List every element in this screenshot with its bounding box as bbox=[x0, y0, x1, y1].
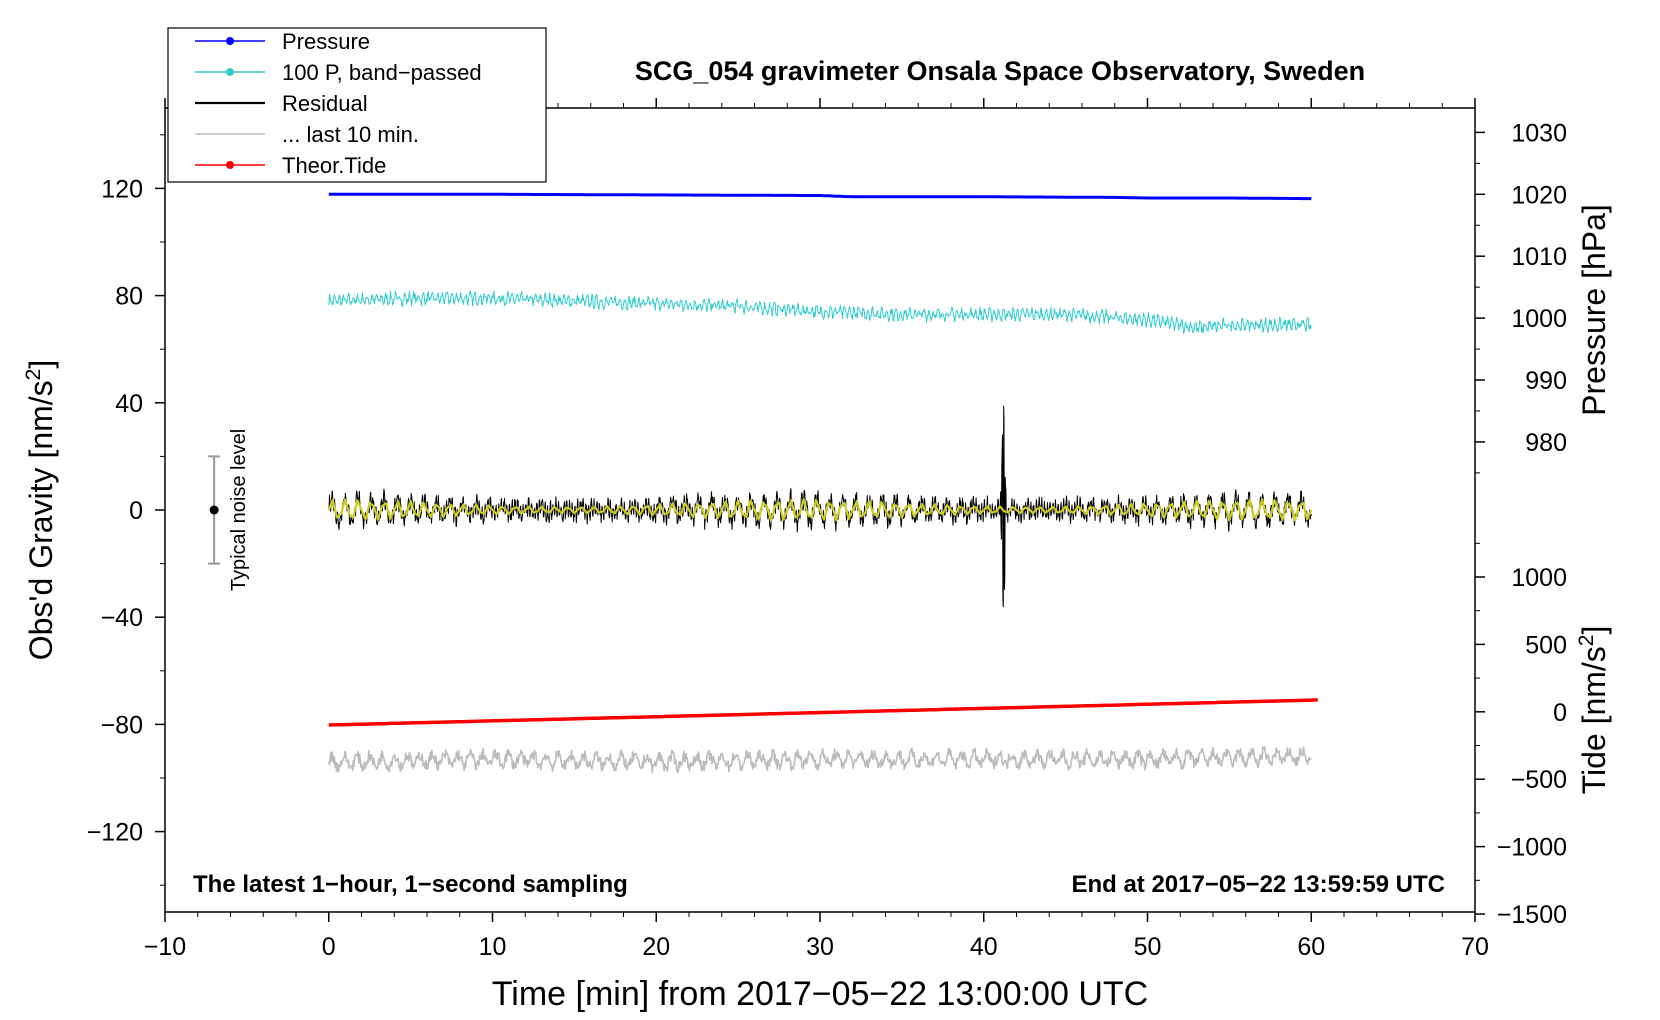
series-line-last-10-min bbox=[328, 745, 1312, 774]
y-tick-label-left: −80 bbox=[101, 711, 143, 739]
chart-title: SCG_054 gravimeter Onsala Space Observat… bbox=[635, 56, 1365, 86]
pressure-tick-label: 1030 bbox=[1511, 119, 1567, 147]
x-tick-label: 0 bbox=[322, 933, 336, 961]
x-tick-label: 70 bbox=[1461, 933, 1489, 961]
axes-layer: −10 0 10 20 30 40 50 60 7012080400−40−80−1201030… bbox=[87, 98, 1567, 961]
series-line-residual-smoothed bbox=[327, 498, 1313, 522]
pressure-tick-label: 1000 bbox=[1511, 305, 1567, 333]
legend-label: Theor.Tide bbox=[282, 153, 386, 178]
series-layer bbox=[327, 192, 1318, 774]
legend-marker bbox=[226, 161, 234, 169]
noise-level-label: Typical noise level bbox=[228, 429, 250, 591]
y-tick-label-left: 40 bbox=[115, 390, 143, 418]
y-axis-label-pressure: Pressure [hPa] bbox=[1576, 204, 1612, 416]
y-tick-label-left: −120 bbox=[87, 819, 143, 847]
legend-marker bbox=[226, 37, 234, 45]
legend-label: 100 P, band−passed bbox=[282, 60, 482, 85]
y-tick-label-left: 80 bbox=[115, 283, 143, 311]
x-tick-label: 60 bbox=[1297, 933, 1325, 961]
y-axis-label-tide: Tide [nm/s2] bbox=[1575, 626, 1612, 795]
y-axis-label-tide-close: ] bbox=[1576, 626, 1612, 635]
tide-tick-label: −1500 bbox=[1497, 901, 1567, 929]
pressure-tick-label: 990 bbox=[1525, 367, 1567, 395]
y-axis-label-left-close: ] bbox=[23, 360, 59, 369]
series-line-pressure bbox=[328, 192, 1312, 201]
tide-tick-label: 1000 bbox=[1511, 564, 1567, 592]
noise-bar-center-dot bbox=[209, 505, 219, 515]
x-tick-label: 50 bbox=[1134, 933, 1162, 961]
series-line-100-p-band-passed bbox=[328, 290, 1312, 334]
x-tick-label: −10 bbox=[144, 933, 186, 961]
y-axis-label-tide-text: Tide [nm/s bbox=[1576, 646, 1612, 794]
noise-level-indicator bbox=[208, 455, 221, 565]
series-line-theor-tide bbox=[328, 698, 1318, 727]
y-tick-label-left: 120 bbox=[101, 175, 143, 203]
x-axis-label: Time [min] from 2017−05−22 13:00:00 UTC bbox=[492, 975, 1148, 1013]
pressure-tick-label: 1020 bbox=[1511, 181, 1567, 209]
y-axis-label-tide-sup: 2 bbox=[1575, 635, 1598, 647]
tide-tick-label: 500 bbox=[1525, 631, 1567, 659]
tide-tick-label: 0 bbox=[1553, 699, 1567, 727]
sampling-note: The latest 1−hour, 1−second sampling bbox=[193, 871, 628, 898]
y-axis-label-left-sup: 2 bbox=[22, 369, 45, 381]
pressure-tick-label: 980 bbox=[1525, 429, 1567, 457]
x-tick-label: 40 bbox=[970, 933, 998, 961]
legend-label: Residual bbox=[282, 91, 368, 116]
legend-label: Pressure bbox=[282, 29, 370, 54]
end-time-note: End at 2017−05−22 13:59:59 UTC bbox=[1071, 871, 1445, 898]
x-tick-label: 10 bbox=[479, 933, 507, 961]
legend-box bbox=[167, 27, 547, 183]
y-tick-label-left: 0 bbox=[129, 497, 143, 525]
pressure-tick-label: 1010 bbox=[1511, 243, 1567, 271]
legend: Pressure 100 P, band−passed Residual ... la… bbox=[167, 27, 547, 183]
legend-label: ... last 10 min. bbox=[282, 122, 419, 147]
x-tick-label: 20 bbox=[642, 933, 670, 961]
y-axis-label-left-text: Obs'd Gravity [nm/s bbox=[23, 380, 59, 660]
tide-tick-label: −500 bbox=[1511, 766, 1567, 794]
y-tick-label-left: −40 bbox=[101, 604, 143, 632]
tide-tick-label: −1000 bbox=[1497, 834, 1567, 862]
y-axis-label-left: Obs'd Gravity [nm/s2] bbox=[22, 360, 59, 661]
x-tick-label: 30 bbox=[806, 933, 834, 961]
legend-marker bbox=[226, 68, 234, 76]
series-line-residual bbox=[328, 405, 1312, 608]
